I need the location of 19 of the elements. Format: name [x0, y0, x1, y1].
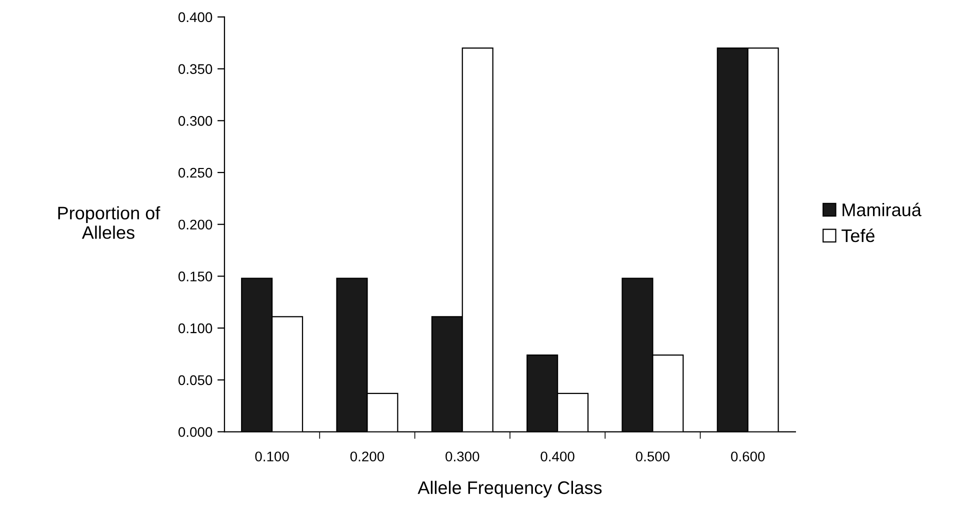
- y-tick-label: 0.200: [178, 220, 212, 230]
- x-axis-title: Allele Frequency Class: [418, 480, 602, 498]
- y-tick-label: 0.250: [178, 168, 212, 178]
- legend-label: Tefé: [842, 228, 874, 242]
- y-tick-label: 0.000: [178, 427, 212, 437]
- y-tick-label: 0.050: [178, 375, 212, 386]
- x-tick-label: 0.600: [731, 452, 765, 462]
- y-tick-label: 0.300: [178, 116, 212, 126]
- y-tick-label: 0.350: [178, 64, 212, 74]
- y-axis-title: Proportion of Alleles: [58, 206, 160, 239]
- x-tick-label: 0.200: [350, 452, 384, 462]
- x-tick-label: 0.500: [636, 452, 670, 462]
- y-tick-label: 0.150: [178, 272, 212, 282]
- x-tick-label: 0.300: [446, 452, 480, 462]
- legend-label: Mamirauá: [842, 202, 922, 216]
- y-tick-label: 0.400: [178, 12, 212, 22]
- x-tick-label: 0.400: [540, 452, 574, 462]
- y-tick-label: 0.100: [178, 323, 212, 334]
- x-tick-label: 0.100: [255, 452, 289, 462]
